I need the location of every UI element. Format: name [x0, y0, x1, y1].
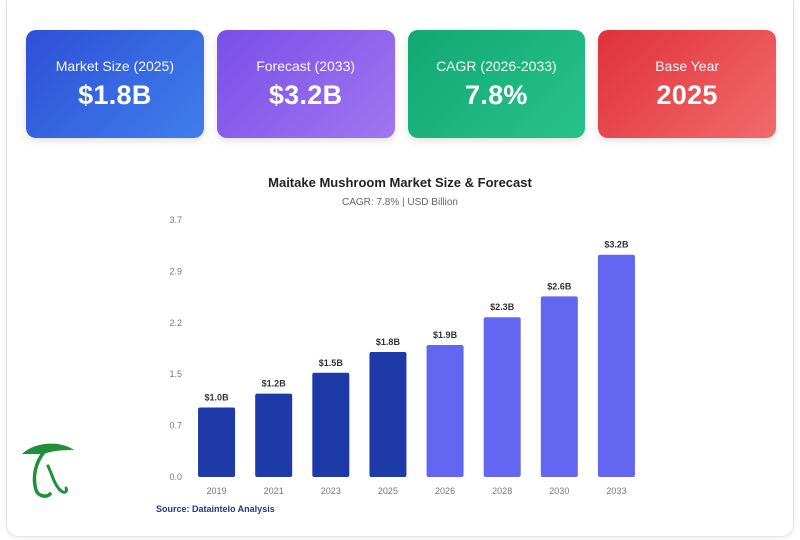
data-label: $3.2B — [604, 240, 629, 250]
card-value: $1.8B — [78, 79, 152, 110]
x-tick-label: 2028 — [492, 486, 512, 496]
forecast-card: Forecast (2033) $3.2B — [216, 30, 395, 138]
x-tick-label: 2023 — [321, 486, 341, 496]
card-label: CAGR (2026-2033) — [436, 57, 557, 74]
bar-2028 — [483, 317, 521, 477]
y-tick-label: 0.7 — [169, 421, 182, 431]
x-tick-label: 2021 — [264, 486, 284, 496]
card-label: Market Size (2025) — [55, 57, 175, 74]
chart-title: Maitake Mushroom Market Size & Forecast — [268, 175, 532, 190]
bar-2019 — [198, 407, 236, 477]
data-label: $1.0B — [205, 393, 230, 403]
source-note: Source: Dataintelo Analysis — [156, 504, 275, 514]
card-value: $3.2B — [268, 79, 343, 110]
cagr-card: CAGR (2026-2033) 7.8% — [407, 30, 586, 138]
x-tick-label: 2026 — [435, 486, 455, 496]
mushroom-logo-icon — [14, 438, 80, 509]
kpi-cards: Market Size (2025) $1.8B Forecast (2033)… — [26, 30, 776, 138]
data-label: $1.2B — [262, 379, 287, 389]
market-size-card: Market Size (2025) $1.8B — [26, 30, 204, 138]
chart-subtitle: CAGR: 7.8% | USD Billion — [342, 197, 458, 208]
bar-2030 — [540, 296, 578, 477]
y-tick-label: 0.0 — [169, 472, 182, 482]
card-label: Base Year — [655, 57, 720, 74]
x-tick-label: 2025 — [378, 486, 398, 496]
bar-2025 — [369, 351, 407, 477]
data-label: $2.6B — [547, 281, 572, 291]
base-year-card: Base Year 2025 — [598, 30, 776, 138]
card-value: 2025 — [656, 79, 718, 110]
card-label: Forecast (2033) — [256, 57, 356, 74]
y-tick-label: 3.7 — [169, 215, 182, 225]
bar-2023 — [312, 372, 350, 477]
y-tick-label: 1.5 — [169, 369, 182, 379]
data-label: $2.3B — [490, 302, 515, 312]
data-label: $1.9B — [433, 330, 458, 340]
data-label: $1.8B — [376, 337, 401, 347]
x-tick-label: 2033 — [606, 486, 626, 496]
card-value: 7.8% — [465, 79, 528, 110]
bar-2021 — [255, 393, 293, 477]
x-tick-label: 2030 — [549, 486, 569, 496]
bar-2026 — [426, 345, 464, 477]
bar-2033 — [597, 254, 635, 477]
y-tick-label: 2.9 — [169, 266, 182, 276]
y-tick-label: 2.2 — [169, 318, 182, 328]
data-label: $1.5B — [319, 358, 344, 368]
x-tick-label: 2019 — [207, 486, 227, 496]
